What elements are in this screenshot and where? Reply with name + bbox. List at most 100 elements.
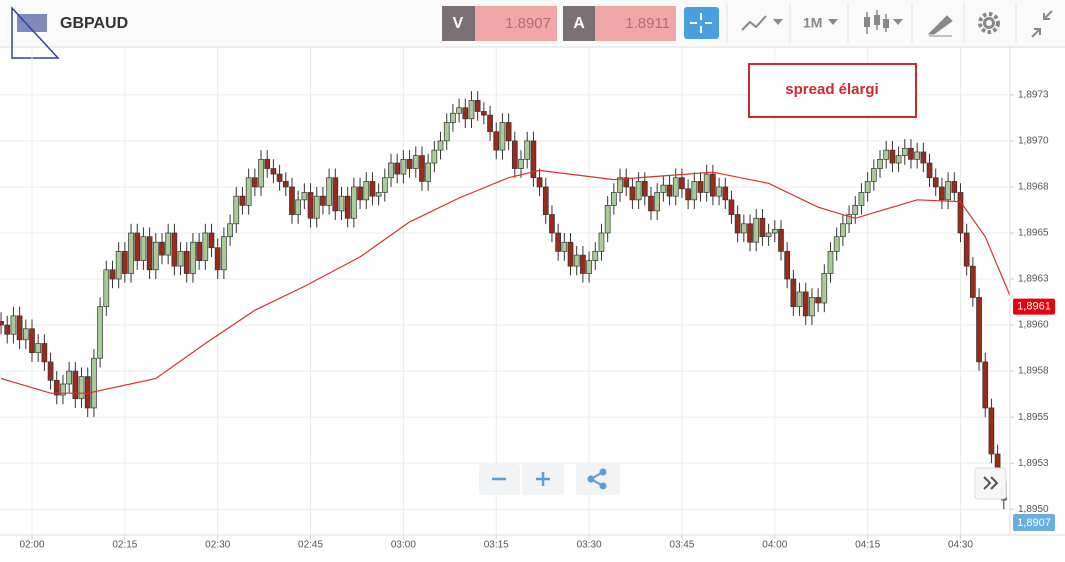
ask-price: 1.8911 [625,15,670,32]
x-tick-label: 04:00 [762,540,787,551]
candle-body [901,147,908,156]
y-tick-label: 1,8968 [1018,182,1049,193]
zoom-out-button[interactable] [479,464,520,495]
moving-average [0,169,1011,394]
candle-body [381,177,388,193]
bid-button[interactable] [442,6,475,41]
candle-body [357,186,363,201]
candle-body [326,177,332,206]
candle-body [988,407,995,455]
candle-body [666,184,673,197]
candle-body [518,158,524,169]
candle-body [202,232,209,261]
candle-body [152,241,159,271]
candle-body [22,328,29,341]
candle-body [258,158,264,188]
draw-tool-button[interactable] [927,15,953,37]
candle-body [957,192,964,234]
candle-body [542,186,549,215]
candle-body [753,217,760,243]
candle-body [833,236,840,252]
candle-body [827,251,834,274]
settings-button[interactable] [978,12,1000,34]
candle-body [765,232,772,238]
candle-body [394,162,401,175]
share-button[interactable] [576,464,620,495]
candle-body [338,195,345,212]
candle-body [716,186,722,197]
candle-body [672,177,679,197]
candle-body [648,195,654,212]
candle-body [511,140,518,169]
price-tag-label: 1,8961 [1017,301,1051,313]
candle-body [536,177,543,188]
candle-body [635,181,642,201]
candle-body [196,241,202,261]
y-tick-label: 1,8950 [1018,504,1049,515]
candle-body [146,236,153,271]
x-tick-label: 02:30 [205,540,230,551]
crosshair-button[interactable] [684,7,719,39]
candle-body [883,149,890,160]
candle-body [91,357,97,409]
candle-body [567,241,574,267]
candle-body [778,228,784,252]
candle-body [159,241,165,256]
candle-body [276,173,283,182]
candle-body [555,232,561,252]
candle-body [530,140,537,179]
chart-type-button[interactable] [741,15,783,31]
candle-body [685,188,691,201]
candle-body [809,297,815,317]
candle-body [72,370,79,400]
candle-body [840,223,846,238]
ask-price-box[interactable] [595,6,676,41]
candle-body [233,195,240,225]
collapse-button[interactable] [1031,10,1053,38]
candle-body [412,155,419,169]
candle-body [641,181,648,197]
candle-body [771,228,778,234]
candle-body [821,273,828,304]
candle-body [363,181,370,201]
candle-body [573,254,580,267]
candle-body [679,177,685,190]
ask-button[interactable] [563,6,595,41]
candle-body [970,265,976,298]
candle-body [10,315,17,335]
candle-body [369,181,376,197]
timeframe[interactable]: 1M [803,15,822,31]
candle-body [214,247,221,271]
candle-body [60,383,66,396]
candle-body [115,251,122,280]
candle-body [239,195,246,206]
annotation-text: spread élargi [785,81,878,98]
candle-body [221,236,227,271]
plot: 1,8950 1,8953 1,8955 1,8958 1,8960 1,8963 1,89… [0,47,1049,551]
candle-body [227,223,233,238]
candle-body [264,158,271,169]
candle-body [982,361,989,409]
candle-body [654,192,661,212]
candle-body [251,177,258,188]
candle-body [895,155,902,164]
candle-body [939,186,945,201]
candle-body [802,291,809,317]
bid-price-box[interactable] [475,6,557,41]
candle-body [140,236,147,261]
candle-body [920,151,927,164]
candle-body [468,100,475,120]
candle-style-button[interactable] [864,10,903,34]
candle-body [103,269,110,308]
candle-body [722,186,729,201]
x-tick-label: 03:00 [391,540,416,551]
candle-body [629,186,636,201]
zoom-in-button[interactable] [522,464,564,495]
candle-body [456,107,462,114]
candle-body [47,361,54,381]
scroll-right-button[interactable] [974,467,1007,500]
candle-body [481,111,487,116]
candle-body [561,241,568,252]
candle-body [660,184,667,193]
candle-body [406,158,413,169]
